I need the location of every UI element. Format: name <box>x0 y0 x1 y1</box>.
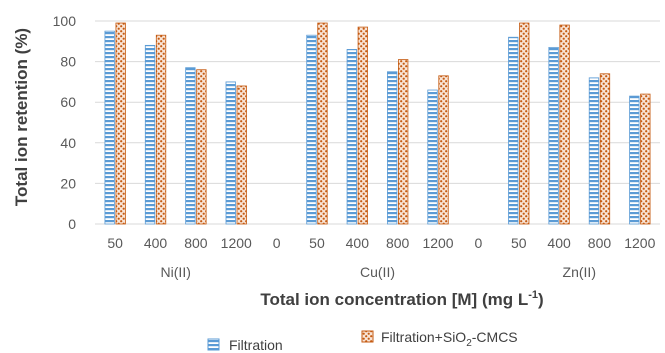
bar-series-0-cat-0 <box>104 30 115 225</box>
x-tick-label: 800 <box>184 235 208 251</box>
x-tick-labels: 50 400 800 1200 0 50 400 800 1200 0 50 400 800 1200 <box>107 235 655 251</box>
bar-series-0-cat-7 <box>387 71 398 225</box>
x-tick-label: 0 <box>474 235 482 251</box>
bar-series-1-cat-13 <box>640 93 651 225</box>
x-tick-label: 0 <box>273 235 281 251</box>
y-tick-label: 40 <box>60 135 76 151</box>
legend-label-filtration: Filtration <box>229 337 283 353</box>
bar-series-1-cat-5 <box>317 22 328 225</box>
bar-series-1-cat-8 <box>438 75 449 225</box>
group-label: Zn(II) <box>563 264 596 280</box>
x-axis-title: Total ion concentration [M] (mg L-1) <box>260 289 543 309</box>
y-tick-label: 0 <box>68 216 76 232</box>
legend-label-subscript: 2 <box>466 338 472 349</box>
legend-swatch-filtration <box>207 338 220 351</box>
bar-series-1-cat-3 <box>236 85 247 225</box>
bar-series-0-cat-8 <box>427 89 438 225</box>
x-tick-label: 800 <box>386 235 410 251</box>
y-axis-title: Total ion retention (%) <box>12 28 31 206</box>
gridlines <box>95 20 660 225</box>
bar-series-0-cat-3 <box>225 81 236 225</box>
legend-label-part-3: -CMCS <box>472 329 518 345</box>
legend-swatch-filtration-sio2 <box>361 330 374 343</box>
x-tick-label: 400 <box>346 235 370 251</box>
bar-series-0-cat-2 <box>185 67 196 225</box>
y-tick-label: 80 <box>60 54 76 70</box>
x-tick-label: 400 <box>144 235 168 251</box>
bar-series-0-cat-10 <box>508 36 519 225</box>
y-tick-label: 20 <box>60 175 76 191</box>
x-tick-label: 400 <box>547 235 571 251</box>
legend-label-part-1: Filtration+SiO <box>381 329 466 345</box>
y-tick-label: 60 <box>60 94 76 110</box>
group-labels: Ni(II) Cu(II) Zn(II) <box>161 264 596 280</box>
x-tick-label: 1200 <box>422 235 453 251</box>
bar-series-0-cat-5 <box>306 34 317 225</box>
bar-series-0-cat-6 <box>346 49 357 225</box>
group-label: Ni(II) <box>161 264 191 280</box>
y-tick-labels: 0 20 40 60 80 100 <box>53 13 77 232</box>
bar-series-1-cat-7 <box>398 59 409 225</box>
x-axis-title-main: Total ion concentration [M] (mg L <box>260 290 528 309</box>
bar-series-1-cat-0 <box>115 22 126 225</box>
group-label: Cu(II) <box>360 264 395 280</box>
x-tick-label: 1200 <box>624 235 655 251</box>
bars <box>104 22 651 225</box>
legend: Filtration Filtration+SiO2-CMCS <box>207 329 518 353</box>
bar-series-1-cat-10 <box>519 22 530 225</box>
y-tick-label: 100 <box>53 13 77 29</box>
x-tick-label: 1200 <box>221 235 252 251</box>
bar-series-1-cat-12 <box>599 73 611 225</box>
legend-label-filtration-sio2: Filtration+SiO2-CMCS <box>381 329 518 349</box>
x-tick-label: 50 <box>309 235 325 251</box>
bar-series-0-cat-1 <box>144 44 156 225</box>
bar-series-0-cat-13 <box>629 95 640 225</box>
x-tick-label: 50 <box>107 235 123 251</box>
bar-series-0-cat-12 <box>588 77 600 225</box>
bar-series-1-cat-11 <box>559 24 570 225</box>
x-axis-title-end: ) <box>538 290 544 309</box>
x-tick-label: 800 <box>588 235 612 251</box>
bar-series-1-cat-1 <box>155 34 167 225</box>
x-tick-label: 50 <box>511 235 527 251</box>
x-axis-title-sup: -1 <box>528 289 538 301</box>
bar-series-1-cat-2 <box>196 69 207 225</box>
bar-series-1-cat-6 <box>357 26 368 225</box>
bar-series-0-cat-11 <box>548 46 559 225</box>
